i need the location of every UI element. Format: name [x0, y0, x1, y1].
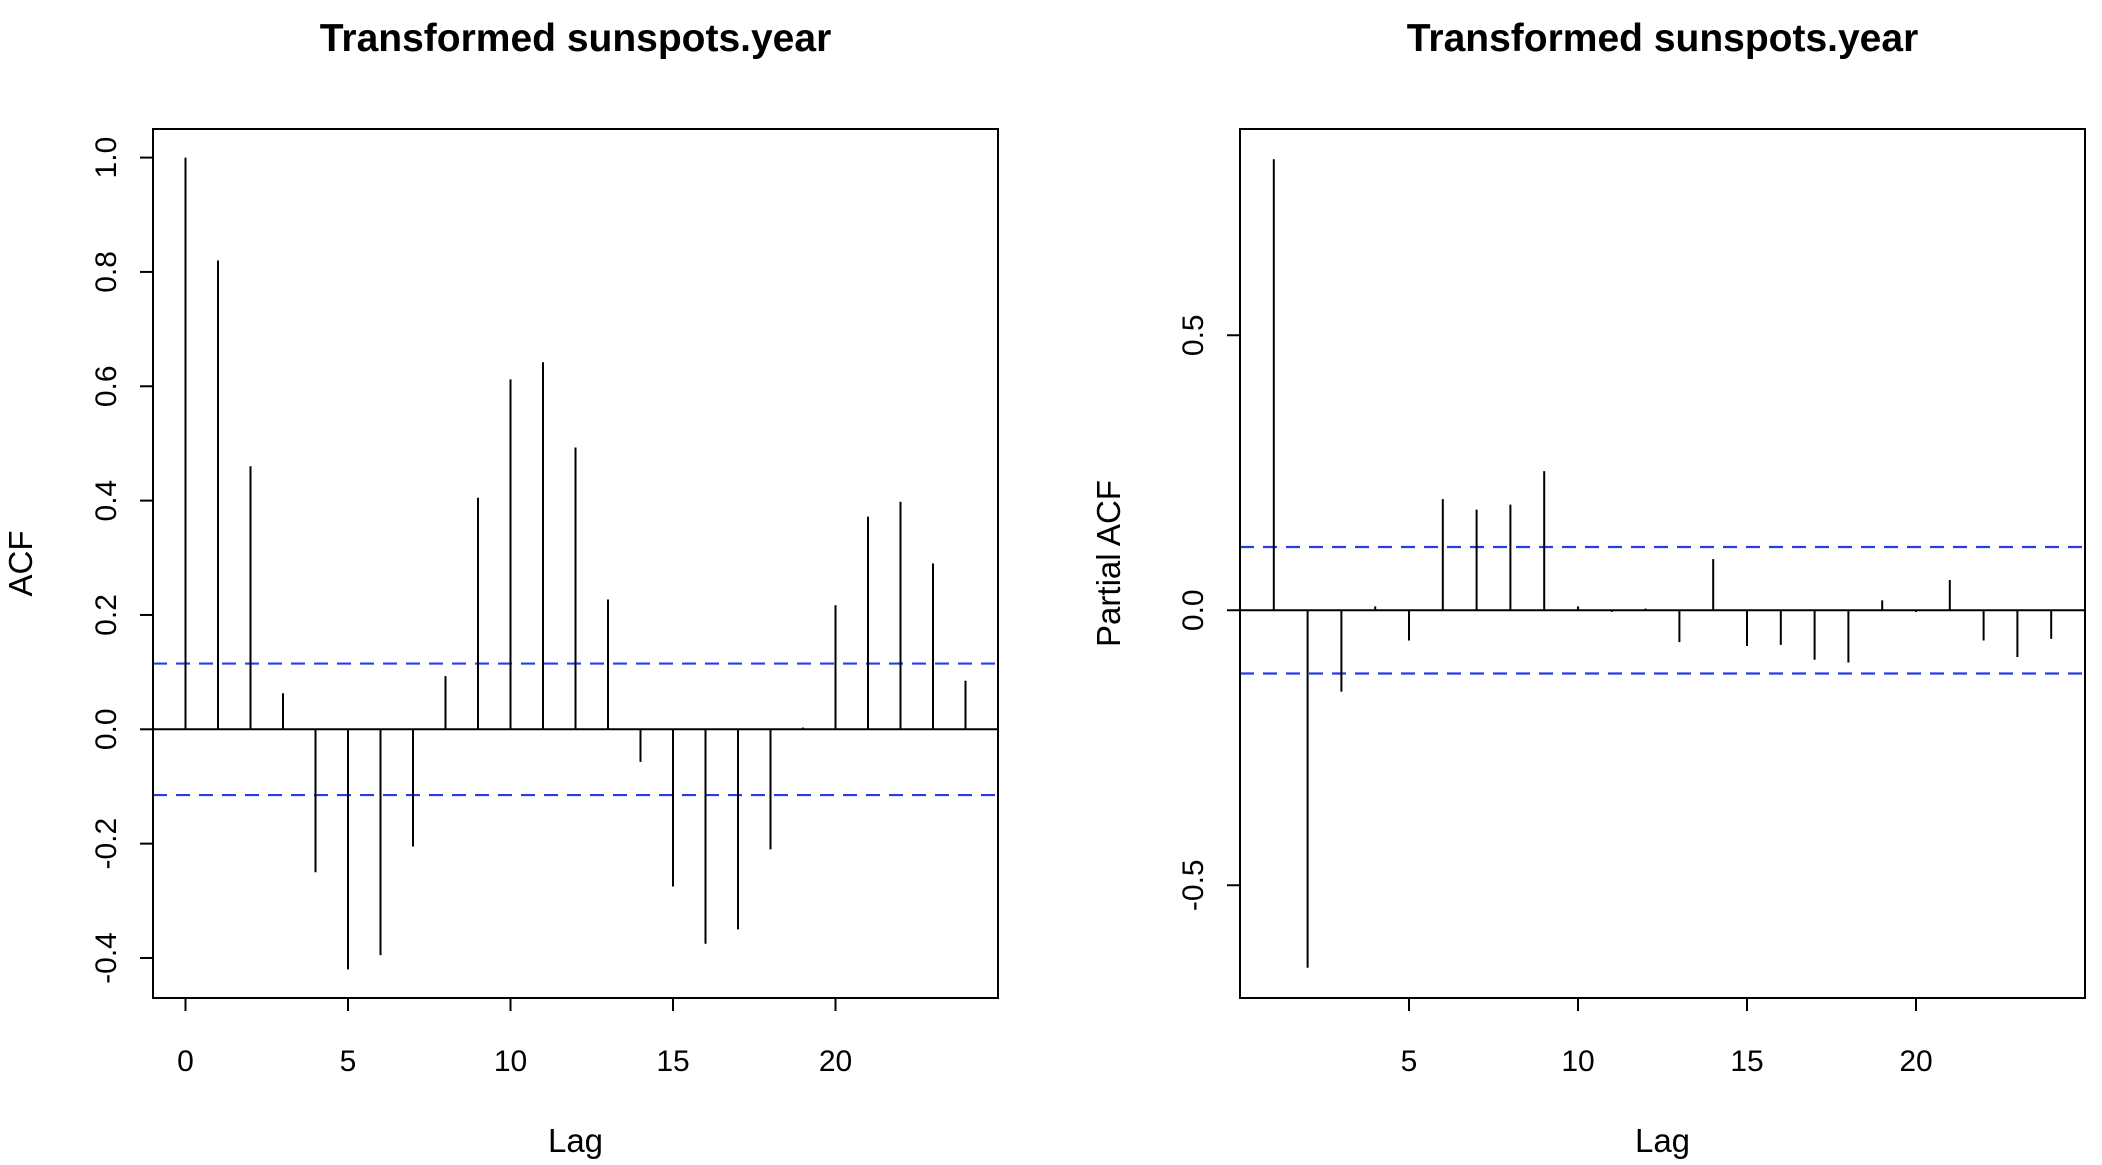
chart-1-y-tick-label-2: 0.0: [90, 708, 123, 750]
chart-1-y-tick-label-0: -0.4: [90, 932, 123, 984]
chart-panel-1: Transformed sunspots.year 0 5 10 15 20 Lag -0.4…: [2, 17, 999, 1159]
chart-1-y-tick-label-7: 1.0: [90, 137, 123, 179]
chart-2-y-tick-label-0: -0.5: [1177, 859, 1210, 911]
chart-2-x-tick-label-10: 10: [1561, 1045, 1594, 1078]
chart-1-y-tick-label-3: 0.2: [90, 594, 123, 636]
chart-panel-2: Transformed sunspots.year 5 10 15 20 Lag -0.5 0…: [1090, 17, 2086, 1159]
chart-2-y-axis: -0.5 0.0 0.5: [1177, 314, 1241, 911]
chart-1-title: Transformed sunspots.year: [320, 17, 832, 60]
chart-1-y-axis: -0.4 -0.2 0.0 0.2 0.4 0.6 0.8 1.0: [90, 137, 154, 984]
chart-2-x-tick-label-5: 5: [1401, 1045, 1418, 1078]
chart-1-x-tick-label-10: 10: [494, 1045, 527, 1078]
chart-2-y-tick-label-2: 0.5: [1177, 314, 1210, 356]
chart-1-y-tick-label-1: -0.2: [90, 818, 123, 870]
chart-1-y-axis-label: ACF: [2, 531, 39, 597]
chart-2-title: Transformed sunspots.year: [1407, 17, 1919, 60]
chart-1-x-tick-label-5: 5: [340, 1045, 357, 1078]
chart-2-plot-frame: [1239, 128, 2086, 999]
chart-2-x-axis-label: Lag: [1635, 1122, 1690, 1159]
chart-1-x-axis: 0 5 10 15 20: [177, 997, 852, 1078]
chart-1-y-tick-label-6: 0.8: [90, 251, 123, 293]
chart-2-y-tick-label-1: 0.0: [1177, 589, 1210, 631]
chart-2-y-axis-label: Partial ACF: [1090, 480, 1127, 647]
chart-1-x-axis-label: Lag: [548, 1122, 603, 1159]
chart-1-y-tick-label-4: 0.4: [90, 480, 123, 522]
chart-1-x-tick-label-15: 15: [656, 1045, 689, 1078]
chart-1-x-tick-label-20: 20: [819, 1045, 852, 1078]
chart-2-x-axis: 5 10 15 20: [1401, 997, 1933, 1078]
chart-1-y-tick-label-5: 0.6: [90, 365, 123, 407]
chart-2-x-tick-label-20: 20: [1899, 1045, 1932, 1078]
chart-2-x-tick-label-15: 15: [1730, 1045, 1763, 1078]
chart-1-x-tick-label-0: 0: [177, 1045, 194, 1078]
